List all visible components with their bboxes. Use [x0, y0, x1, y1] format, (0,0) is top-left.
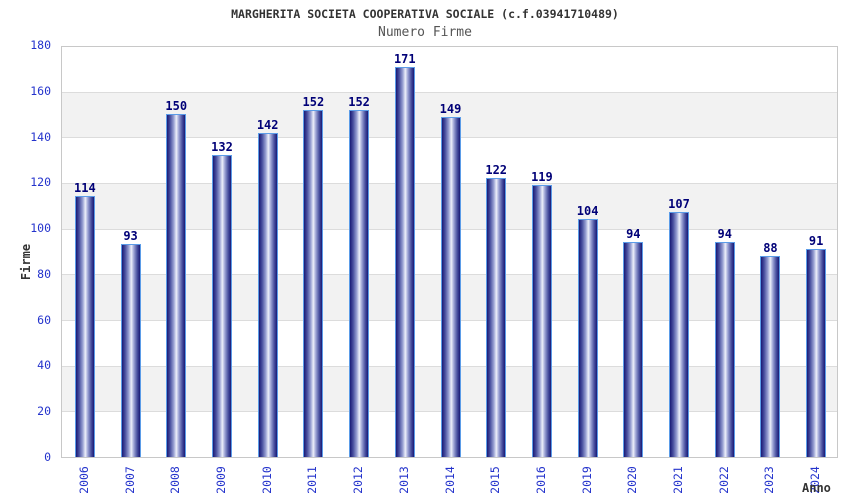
x-tick-label-2009: 2009	[213, 466, 228, 494]
x-tick-label-2010: 2010	[259, 466, 274, 494]
bar-2006	[74, 196, 95, 457]
bar-value-label: 104	[576, 204, 599, 219]
x-tick-label-2021: 2021	[671, 466, 686, 494]
bar-2008	[166, 114, 187, 457]
chart-subtitle: Numero Firme	[378, 25, 472, 40]
y-tick-label: 40	[37, 358, 51, 373]
bar-value-label: 152	[348, 94, 370, 109]
bar-value-label: 88	[763, 240, 778, 255]
x-axis-title: Anno	[802, 481, 831, 495]
bar-2010	[257, 132, 278, 457]
bar-2020	[623, 241, 644, 457]
chart-title: MARGHERITA SOCIETA COOPERATIVA SOCIALE (…	[231, 7, 619, 21]
bar-2013	[394, 66, 415, 457]
x-tick-label-2008: 2008	[168, 466, 183, 494]
x-tick-label-2012: 2012	[351, 466, 366, 494]
y-tick-label: 80	[37, 266, 51, 281]
bar-value-label: 132	[211, 140, 233, 155]
x-tick-label-2014: 2014	[442, 466, 457, 494]
bar-2014	[440, 116, 461, 457]
bar-2007	[120, 244, 141, 457]
x-tick-label-2022: 2022	[716, 466, 731, 494]
y-tick-label: 60	[37, 312, 51, 327]
bar-2015	[486, 178, 507, 457]
plot-area: 114 93 150 132 142 152 152 171 149 122 119 104 94 107…	[61, 46, 838, 458]
bar-2009	[211, 155, 232, 457]
bar-value-label: 150	[165, 99, 188, 114]
y-tick-label: 120	[30, 175, 51, 190]
bar-2016	[531, 184, 552, 457]
bar-value-label: 93	[123, 229, 138, 244]
bar-value-label: 152	[302, 94, 325, 109]
y-tick-label: 180	[30, 38, 51, 52]
bar-2022	[714, 241, 735, 457]
x-tick-label-2016: 2016	[533, 466, 548, 494]
bar-2011	[303, 109, 324, 457]
x-tick-label-2006: 2006	[76, 466, 91, 494]
bar-2021	[669, 212, 690, 457]
y-tick-label: 0	[44, 450, 51, 464]
x-tick-label-2011: 2011	[305, 466, 320, 494]
plot-band	[62, 47, 837, 93]
bar-value-label: 149	[439, 101, 462, 116]
bar-2019	[577, 219, 598, 457]
bar-value-label: 94	[717, 226, 732, 241]
bar-value-label: 91	[808, 233, 824, 248]
x-tick-label-2019: 2019	[579, 466, 594, 494]
bar-value-label: 142	[256, 117, 279, 132]
y-tick-label: 160	[30, 83, 51, 98]
y-tick-label: 20	[37, 404, 51, 419]
y-tick-label: 100	[30, 221, 51, 236]
bar-value-label: 119	[531, 169, 553, 184]
bar-value-label: 94	[626, 226, 641, 241]
x-tick-label-2007: 2007	[122, 466, 137, 494]
bar-2023	[760, 255, 781, 457]
bar-2024	[806, 248, 827, 457]
y-axis-title: Firme	[19, 243, 33, 281]
x-tick-label-2015: 2015	[488, 466, 503, 494]
y-tick-label: 140	[30, 129, 51, 144]
x-tick-label-2023: 2023	[762, 466, 777, 494]
bar-value-label: 107	[668, 197, 690, 212]
x-tick-label-2013: 2013	[396, 466, 411, 494]
bar-value-label: 171	[393, 51, 416, 66]
bar-2012	[349, 109, 370, 457]
bar-value-label: 122	[485, 163, 508, 178]
x-tick-label-2020: 2020	[625, 466, 640, 494]
bar-value-label: 114	[74, 181, 96, 196]
